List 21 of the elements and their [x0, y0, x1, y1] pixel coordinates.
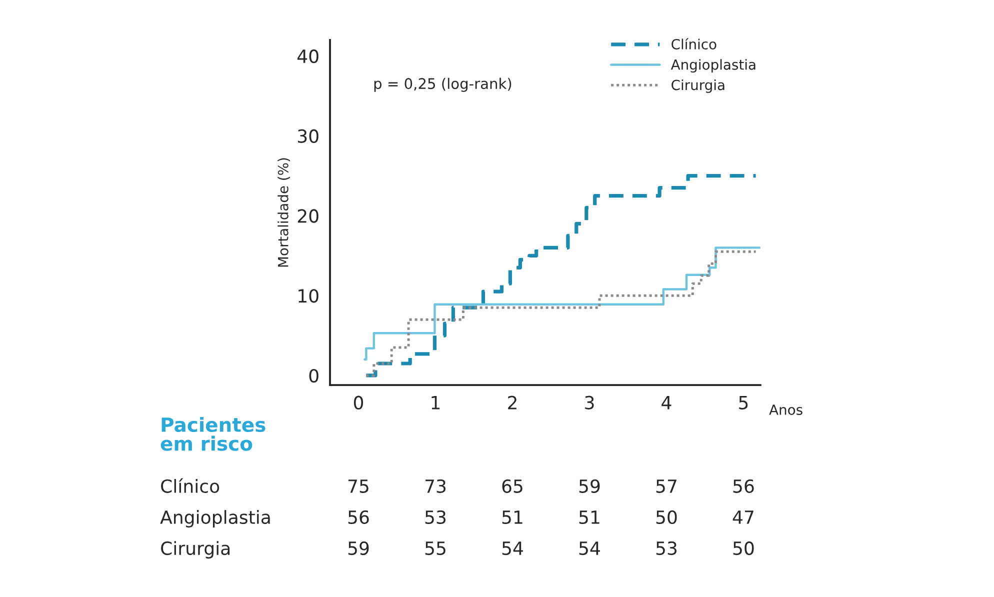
- y-tick-label: 30: [298, 129, 318, 143]
- text: Clínico 75 73 65 59 57 56: [161, 478, 754, 493]
- legend-label: Cirurgia: [672, 79, 724, 93]
- y-axis-title: Mortalidade (%): [278, 158, 290, 267]
- x-tick-label: 5: [739, 396, 748, 410]
- text: Cirurgia 59 55 54 54 53 50: [161, 541, 754, 559]
- x-axis-title: Anos: [769, 404, 802, 415]
- text: Pacientes em risco: [160, 416, 266, 451]
- y-tick-label: 40: [298, 49, 318, 64]
- x-tick-label: 3: [585, 396, 594, 410]
- annotation: p = 0,25 (log-rank): [374, 78, 512, 92]
- x-tick-label: 2: [508, 396, 516, 410]
- x-tick-label: 0: [354, 396, 364, 410]
- y-tick-label: 20: [298, 209, 318, 223]
- x-tick-label: 4: [662, 396, 672, 410]
- x-tick-label: 1: [432, 396, 440, 410]
- text: Angioplastia 56 53 51 51 50 47: [160, 510, 754, 528]
- y-tick-label: 0: [309, 368, 318, 383]
- legend-label: Clínico: [672, 38, 716, 50]
- legend-label: Angioplastia: [670, 59, 756, 73]
- y-tick-label: 10: [298, 289, 318, 303]
